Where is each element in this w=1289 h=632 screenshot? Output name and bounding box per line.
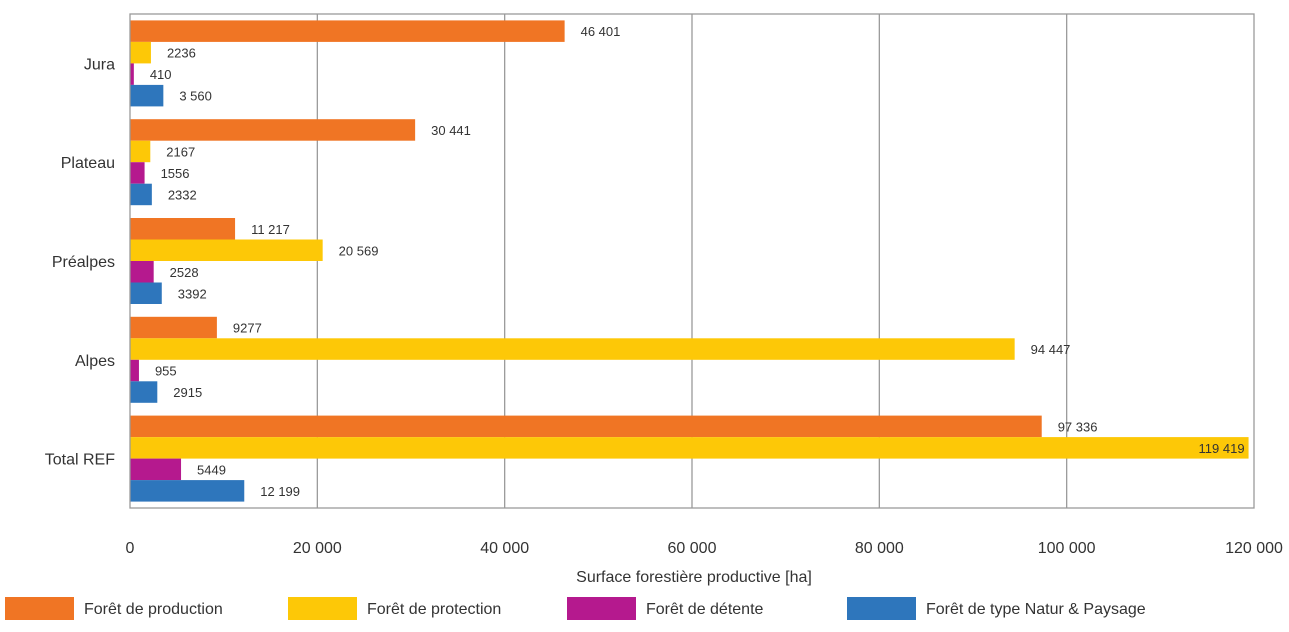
bar [130, 282, 162, 304]
bar [130, 316, 217, 339]
data-label: 2915 [173, 385, 202, 400]
bar [130, 63, 134, 85]
legend-swatch [5, 597, 74, 620]
legend-label: Forêt de production [84, 601, 223, 618]
bar [130, 119, 416, 141]
data-labels: 46 401 2236 410 3 560 30 441 2167 1556 2332 11 2… [150, 24, 1245, 499]
bar [130, 458, 182, 481]
bar [130, 20, 565, 42]
data-label: 3392 [178, 286, 207, 301]
category-label: Alpes [75, 353, 115, 370]
data-label: 119 419 [1199, 441, 1245, 456]
data-label: 11 217 [251, 222, 290, 237]
bar [130, 359, 139, 382]
x-tick-label: 60 000 [668, 540, 717, 557]
category-label: Préalpes [52, 254, 115, 271]
legend-swatch [288, 597, 357, 620]
data-label: 5449 [197, 462, 226, 477]
legend-label: Forêt de détente [646, 601, 764, 618]
data-label: 9277 [233, 321, 262, 336]
x-tick-label: 100 000 [1038, 540, 1096, 557]
legend-label: Forêt de protection [367, 601, 501, 618]
plot-frame [129, 13, 1255, 509]
data-label: 30 441 [431, 123, 471, 138]
category-label: Total REF [45, 452, 115, 469]
category-labels: Jura Plateau Préalpes Alpes Total REF [45, 56, 115, 468]
bar [130, 183, 152, 206]
legend-swatch [847, 597, 916, 620]
data-label: 46 401 [581, 24, 621, 39]
data-label: 3 560 [179, 89, 212, 104]
data-label: 2332 [168, 187, 197, 202]
x-tick-label: 40 000 [480, 540, 529, 557]
x-tick-label: 20 000 [293, 540, 342, 557]
bar [130, 415, 1042, 438]
bar [130, 41, 151, 64]
data-label: 2236 [167, 46, 196, 61]
bar [130, 239, 323, 261]
x-tick-labels: 0 20 000 40 000 60 000 80 000 100 000 120 000 [126, 540, 1283, 557]
bar [130, 162, 145, 184]
data-label: 410 [150, 67, 172, 82]
bar [130, 381, 158, 403]
bar [130, 84, 164, 107]
x-tick-label: 120 000 [1225, 540, 1283, 557]
bar [130, 437, 1249, 459]
bar [130, 480, 245, 502]
x-tick-label: 80 000 [855, 540, 904, 557]
data-label: 12 199 [260, 484, 300, 499]
legend: Forêt de production Forêt de protection Fo… [5, 597, 1146, 620]
plot-border [129, 13, 1255, 509]
legend-label: Forêt de type Natur & Paysage [926, 601, 1146, 618]
category-label: Jura [84, 56, 115, 73]
x-tick-label: 0 [126, 540, 135, 557]
bar [130, 218, 236, 240]
bar [130, 338, 1015, 360]
data-label: 2167 [166, 144, 195, 159]
data-label: 94 447 [1031, 342, 1071, 357]
data-label: 1556 [161, 166, 190, 181]
data-label: 97 336 [1058, 419, 1098, 434]
bar [130, 140, 151, 163]
category-label: Plateau [61, 155, 115, 172]
x-axis-title: Surface forestière productive [ha] [576, 569, 812, 586]
data-label: 2528 [170, 265, 199, 280]
bars [130, 20, 1249, 502]
legend-swatch [567, 597, 636, 620]
data-label: 955 [155, 364, 177, 379]
data-label: 20 569 [339, 243, 379, 258]
bar [130, 261, 154, 283]
